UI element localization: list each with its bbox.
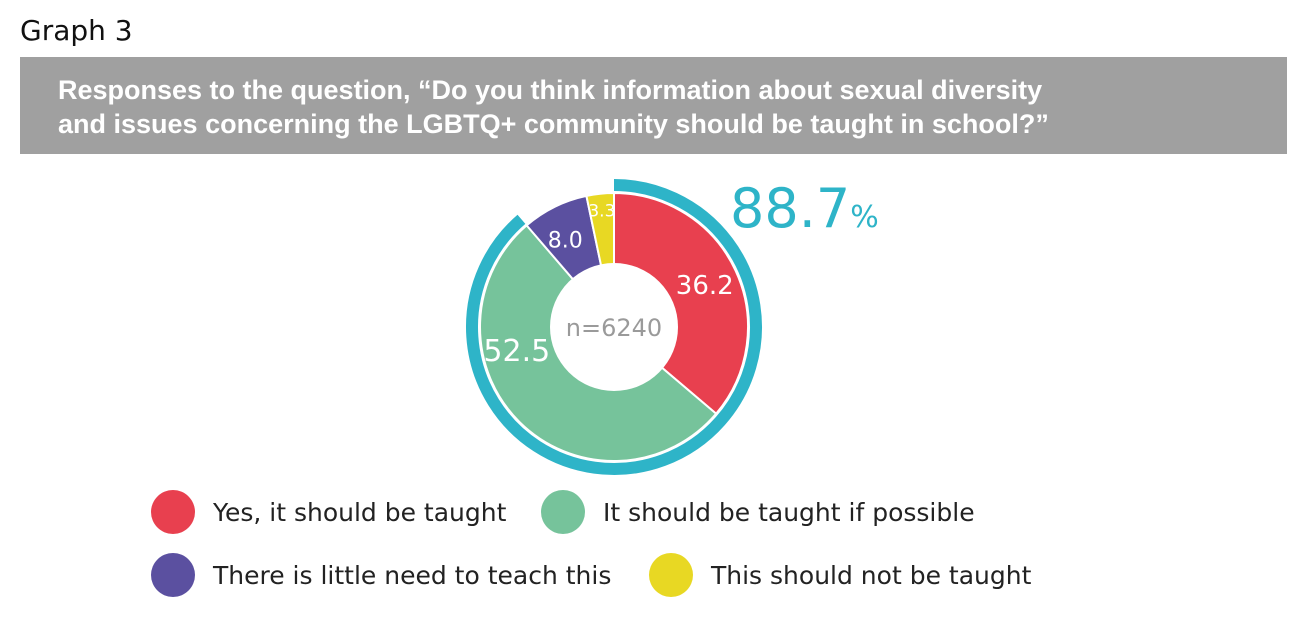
sample-size-label: n=6240 <box>566 314 662 342</box>
legend-label-1: It should be taught if possible <box>603 497 975 527</box>
graph-label: Graph 3 <box>20 14 133 47</box>
legend-swatch-2 <box>151 553 195 597</box>
highlight-arc <box>466 179 762 475</box>
legend-label-3: This should not be taught <box>711 560 1032 590</box>
slice-value-label-0: 36.2 <box>676 271 734 301</box>
highlight-unit: % <box>850 200 879 235</box>
slice-value-label-1: 52.5 <box>483 334 550 369</box>
legend-item-3: This should not be taught <box>649 553 1031 597</box>
legend-item-0: Yes, it should be taught <box>151 490 506 534</box>
legend-swatch-0 <box>151 490 195 534</box>
legend-label-0: Yes, it should be taught <box>213 497 507 527</box>
legend-item-2: There is little need to teach this <box>151 553 611 597</box>
slice-value-label-3: 3.3 <box>588 202 615 222</box>
legend-swatch-3 <box>649 553 693 597</box>
legend-swatch-1 <box>541 490 585 534</box>
title-line-1: Responses to the question, “Do you think… <box>58 75 1043 105</box>
donut-hole <box>550 263 678 391</box>
title-bar: Responses to the question, “Do you think… <box>20 57 1287 154</box>
highlight-total: 88.7% <box>730 177 879 240</box>
legend-item-1: It should be taught if possible <box>541 490 975 534</box>
highlight-value: 88.7 <box>730 177 850 240</box>
pie-slice-0 <box>613 191 749 416</box>
title-line-2: and issues concerning the LGBTQ+ communi… <box>58 109 1049 139</box>
legend-label-2: There is little need to teach this <box>213 560 612 590</box>
slice-value-label-2: 8.0 <box>548 228 583 253</box>
